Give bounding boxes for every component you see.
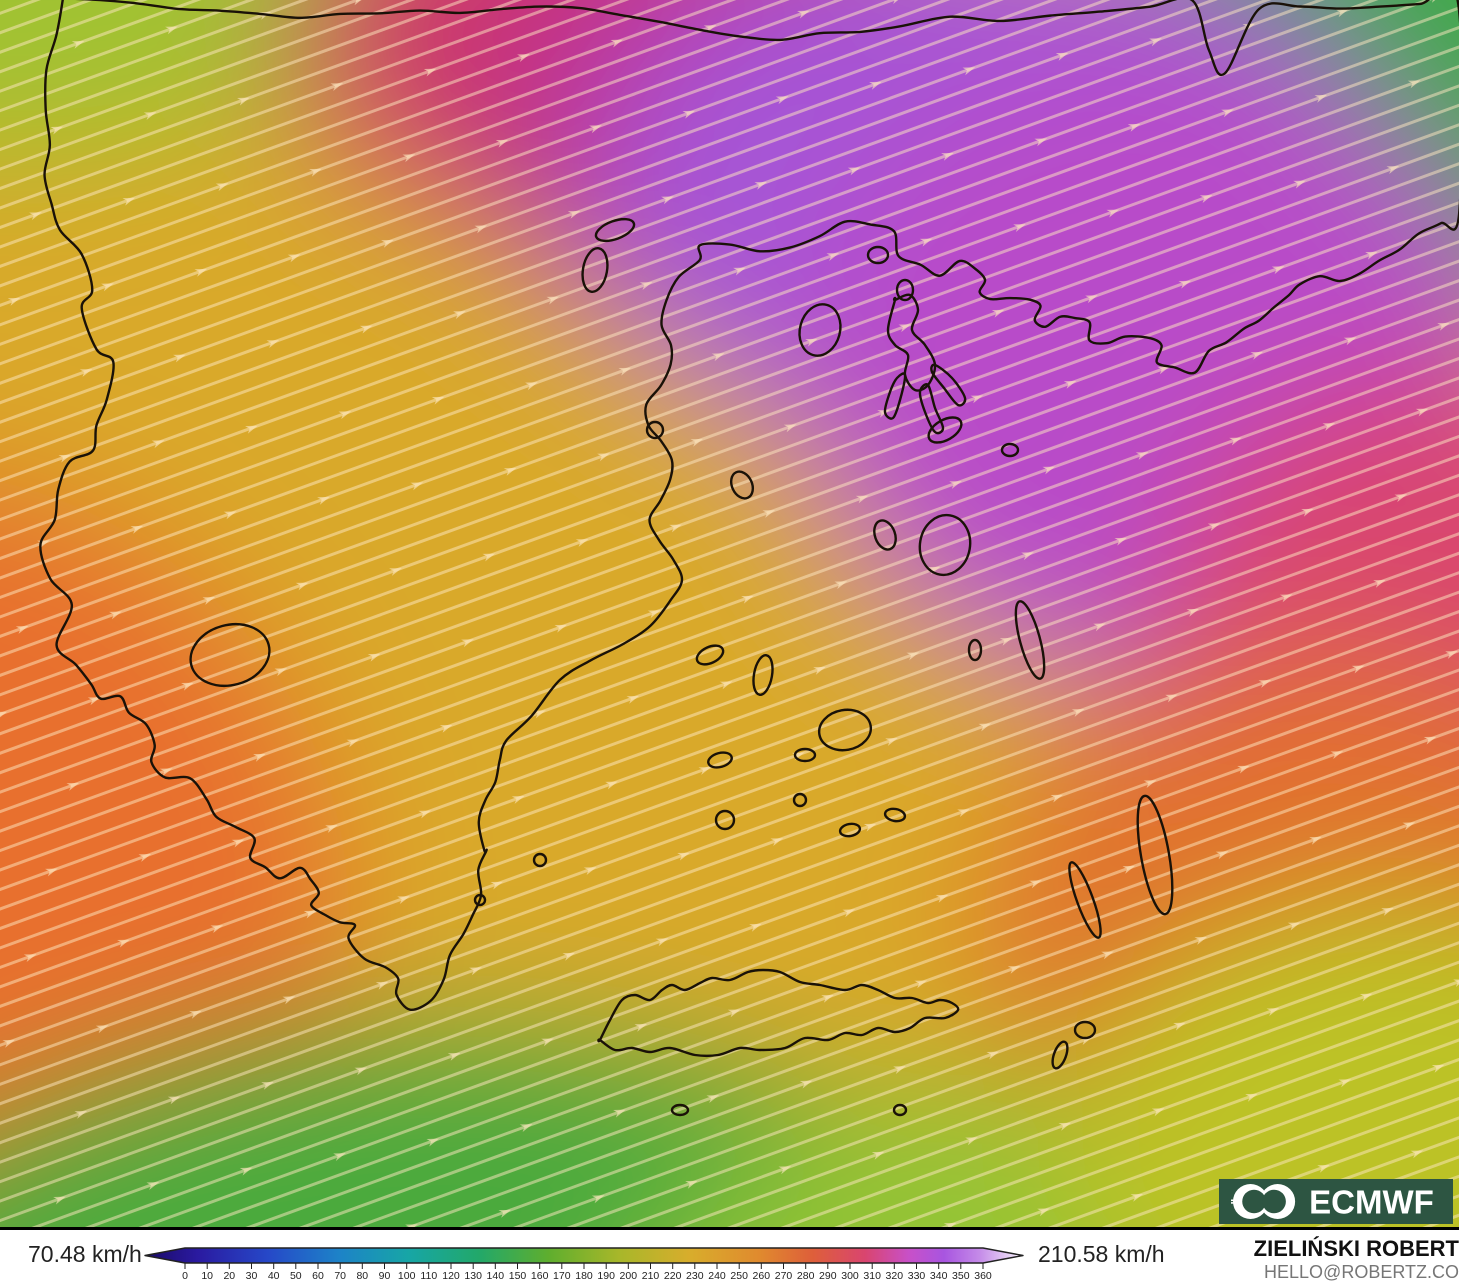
svg-text:270: 270 — [775, 1270, 793, 1282]
svg-text:340: 340 — [930, 1270, 948, 1282]
svg-text:0: 0 — [182, 1270, 188, 1282]
svg-text:70.48 km/h: 70.48 km/h — [28, 1241, 142, 1267]
svg-text:200: 200 — [620, 1270, 638, 1282]
svg-text:50: 50 — [290, 1270, 302, 1282]
svg-text:290: 290 — [819, 1270, 837, 1282]
svg-text:160: 160 — [531, 1270, 549, 1282]
svg-text:140: 140 — [487, 1270, 505, 1282]
svg-text:150: 150 — [509, 1270, 527, 1282]
svg-text:170: 170 — [553, 1270, 571, 1282]
svg-text:220: 220 — [664, 1270, 682, 1282]
svg-text:210: 210 — [642, 1270, 660, 1282]
svg-text:90: 90 — [379, 1270, 391, 1282]
svg-text:30: 30 — [246, 1270, 258, 1282]
svg-text:ZIELIŃSKI ROBERT: ZIELIŃSKI ROBERT — [1254, 1236, 1459, 1261]
svg-text:320: 320 — [886, 1270, 904, 1282]
svg-text:230: 230 — [686, 1270, 704, 1282]
svg-text:40: 40 — [268, 1270, 280, 1282]
svg-text:300: 300 — [841, 1270, 859, 1282]
svg-text:60: 60 — [312, 1270, 324, 1282]
svg-text:180: 180 — [575, 1270, 593, 1282]
svg-text:ECMWF: ECMWF — [1309, 1184, 1434, 1221]
svg-text:110: 110 — [420, 1270, 437, 1282]
svg-text:210.58 km/h: 210.58 km/h — [1038, 1241, 1165, 1267]
svg-text:130: 130 — [464, 1270, 482, 1282]
svg-text:80: 80 — [356, 1270, 368, 1282]
svg-text:360: 360 — [974, 1270, 992, 1282]
svg-text:260: 260 — [753, 1270, 771, 1282]
svg-text:100: 100 — [398, 1270, 416, 1282]
svg-text:280: 280 — [797, 1270, 815, 1282]
svg-text:310: 310 — [863, 1270, 881, 1282]
svg-text:350: 350 — [952, 1270, 970, 1282]
svg-text:190: 190 — [597, 1270, 615, 1282]
svg-text:10: 10 — [201, 1270, 213, 1282]
svg-text:330: 330 — [908, 1270, 926, 1282]
svg-text:20: 20 — [223, 1270, 235, 1282]
svg-text:240: 240 — [708, 1270, 726, 1282]
svg-text:250: 250 — [730, 1270, 748, 1282]
svg-text:HELLO@ROBERTZ.CO: HELLO@ROBERTZ.CO — [1264, 1262, 1459, 1282]
svg-text:70: 70 — [334, 1270, 346, 1282]
svg-text:120: 120 — [442, 1270, 460, 1282]
